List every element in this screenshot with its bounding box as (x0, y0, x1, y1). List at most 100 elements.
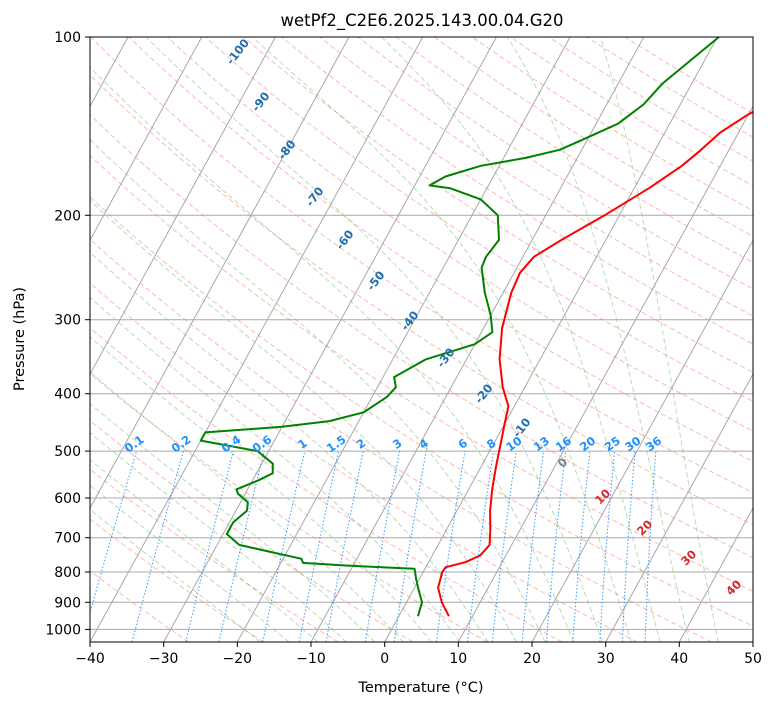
x-tick-label: −40 (75, 651, 105, 667)
dry-adiabat-line (586, 37, 753, 138)
mixing-ratio-line (545, 451, 567, 642)
y-tick-label: 1000 (45, 622, 81, 638)
mixing-ratio-line (393, 451, 427, 642)
y-tick-label: 300 (54, 313, 81, 329)
mixing-ratio-line (218, 450, 265, 642)
dry-adiabat-line (243, 37, 753, 373)
y-tick-label: 900 (54, 595, 81, 611)
mixing-ratio-line (599, 451, 616, 642)
plot-frame (89, 36, 754, 643)
isotherm-line (163, 37, 497, 642)
x-tick-label: 10 (449, 651, 467, 667)
isotherm-line (310, 37, 645, 642)
x-tick-label: 20 (523, 651, 541, 667)
mixing-ratio-line (644, 451, 657, 642)
isotherm-line (90, 37, 203, 242)
x-tick-label: −20 (223, 651, 253, 667)
mixing-ratio-line (521, 451, 545, 642)
isotherm-line (384, 37, 718, 642)
dry-adiabat-label: 20 (634, 517, 655, 538)
moist-adiabat-line (90, 251, 489, 642)
mixing-ratio-line (262, 450, 306, 642)
mixing-ratio-label: 0.1 (122, 432, 147, 455)
y-tick-label: 400 (54, 387, 81, 403)
axis-layer: −40 −30 −20 −10 0 10 20 30 40 5010020030040050060… (45, 30, 762, 667)
moist-adiabat-line (90, 484, 290, 642)
x-tick-label: 50 (744, 651, 762, 667)
dry-adiabat-line (90, 37, 753, 494)
isotherm-line (457, 105, 753, 642)
mixing-ratio-line (621, 451, 636, 642)
x-axis-title: Temperature (°C) (357, 680, 483, 696)
dry-adiabat-label: 40 (723, 577, 744, 598)
dry-adiabat-line (319, 37, 753, 317)
y-tick-label: 700 (54, 531, 81, 547)
isotherm-line (90, 37, 350, 510)
isotherm-line (531, 239, 753, 642)
dry-adiabat-line (90, 282, 638, 642)
isotherm-label: -30 (434, 345, 458, 370)
y-tick-label: 100 (54, 30, 81, 46)
moist-adiabat-line (90, 508, 261, 642)
grid-layer (90, 37, 753, 642)
moist-adiabat-line (600, 37, 719, 642)
mixing-ratio-label: 1 (295, 436, 310, 452)
temperature-profile-line (437, 110, 753, 617)
mixing-ratio-line (90, 450, 137, 615)
isotherm-line (90, 37, 424, 642)
dry-adiabat-line (90, 114, 753, 559)
dewpoint-profile-line (199, 37, 720, 617)
dry-adiabat-line (90, 419, 414, 642)
dry-adiabat-label: 30 (678, 547, 699, 568)
moist-adiabat-line (90, 199, 517, 642)
chart-title: wetPf2_C2E6.2025.143.00.04.G20 (280, 11, 563, 31)
moist-adiabat-line (90, 371, 404, 642)
dry-adiabat-line (90, 372, 488, 642)
dry-adiabat-label: 10 (592, 486, 613, 507)
isotherm-line (236, 37, 571, 642)
moist-adiabat-line (90, 66, 575, 642)
x-tick-label: 40 (670, 651, 688, 667)
moist-adiabat-line (90, 138, 546, 642)
moist-adiabat-line (381, 37, 661, 642)
dry-adiabat-line (281, 37, 753, 345)
isotherm-label: -60 (333, 227, 357, 252)
isotherm-label: -40 (398, 308, 422, 333)
x-tick-label: −10 (296, 651, 326, 667)
mixing-ratio-label: 2 (354, 436, 369, 452)
y-tick-label: 800 (54, 565, 81, 581)
moist-adiabat-line (90, 336, 432, 642)
mixing-ratio-line (131, 450, 184, 642)
moist-adiabat-line (90, 459, 319, 642)
mixing-ratio-label: 1.5 (324, 432, 349, 455)
dry-adiabat-line (90, 196, 753, 627)
mixing-ratio-label: 4 (417, 436, 432, 452)
y-axis-title: Pressure (hPa) (12, 287, 28, 391)
mixing-ratio-label: 0.6 (250, 432, 275, 455)
x-tick-label: 0 (380, 651, 389, 667)
dry-adiabat-line (90, 74, 753, 526)
mixing-ratio-line (467, 451, 494, 642)
moist-adiabat-line (252, 37, 632, 642)
series-layer (199, 37, 753, 617)
moist-adiabat-line (145, 37, 603, 642)
dry-adiabat-line (510, 37, 753, 187)
dry-adiabat-line (90, 518, 264, 642)
dry-adiabat-label: 0 (555, 455, 571, 471)
isotherm-label: -80 (275, 137, 299, 162)
x-tick-label: −30 (149, 651, 179, 667)
x-tick-label: 30 (597, 651, 615, 667)
mixing-ratio-line (572, 451, 591, 642)
moist-adiabat-line (90, 431, 347, 642)
moist-adiabat-line (90, 403, 376, 642)
dry-adiabat-line (90, 238, 712, 642)
mixing-ratio-label: 6 (455, 436, 470, 452)
isotherm-line (90, 37, 276, 376)
dry-adiabat-line (204, 37, 753, 402)
moist-adiabat-line (506, 37, 690, 642)
isotherm-line (605, 373, 753, 642)
isotherm-label: -90 (249, 89, 273, 114)
y-tick-label: 500 (54, 444, 81, 460)
mixing-ratio-line (298, 451, 339, 642)
